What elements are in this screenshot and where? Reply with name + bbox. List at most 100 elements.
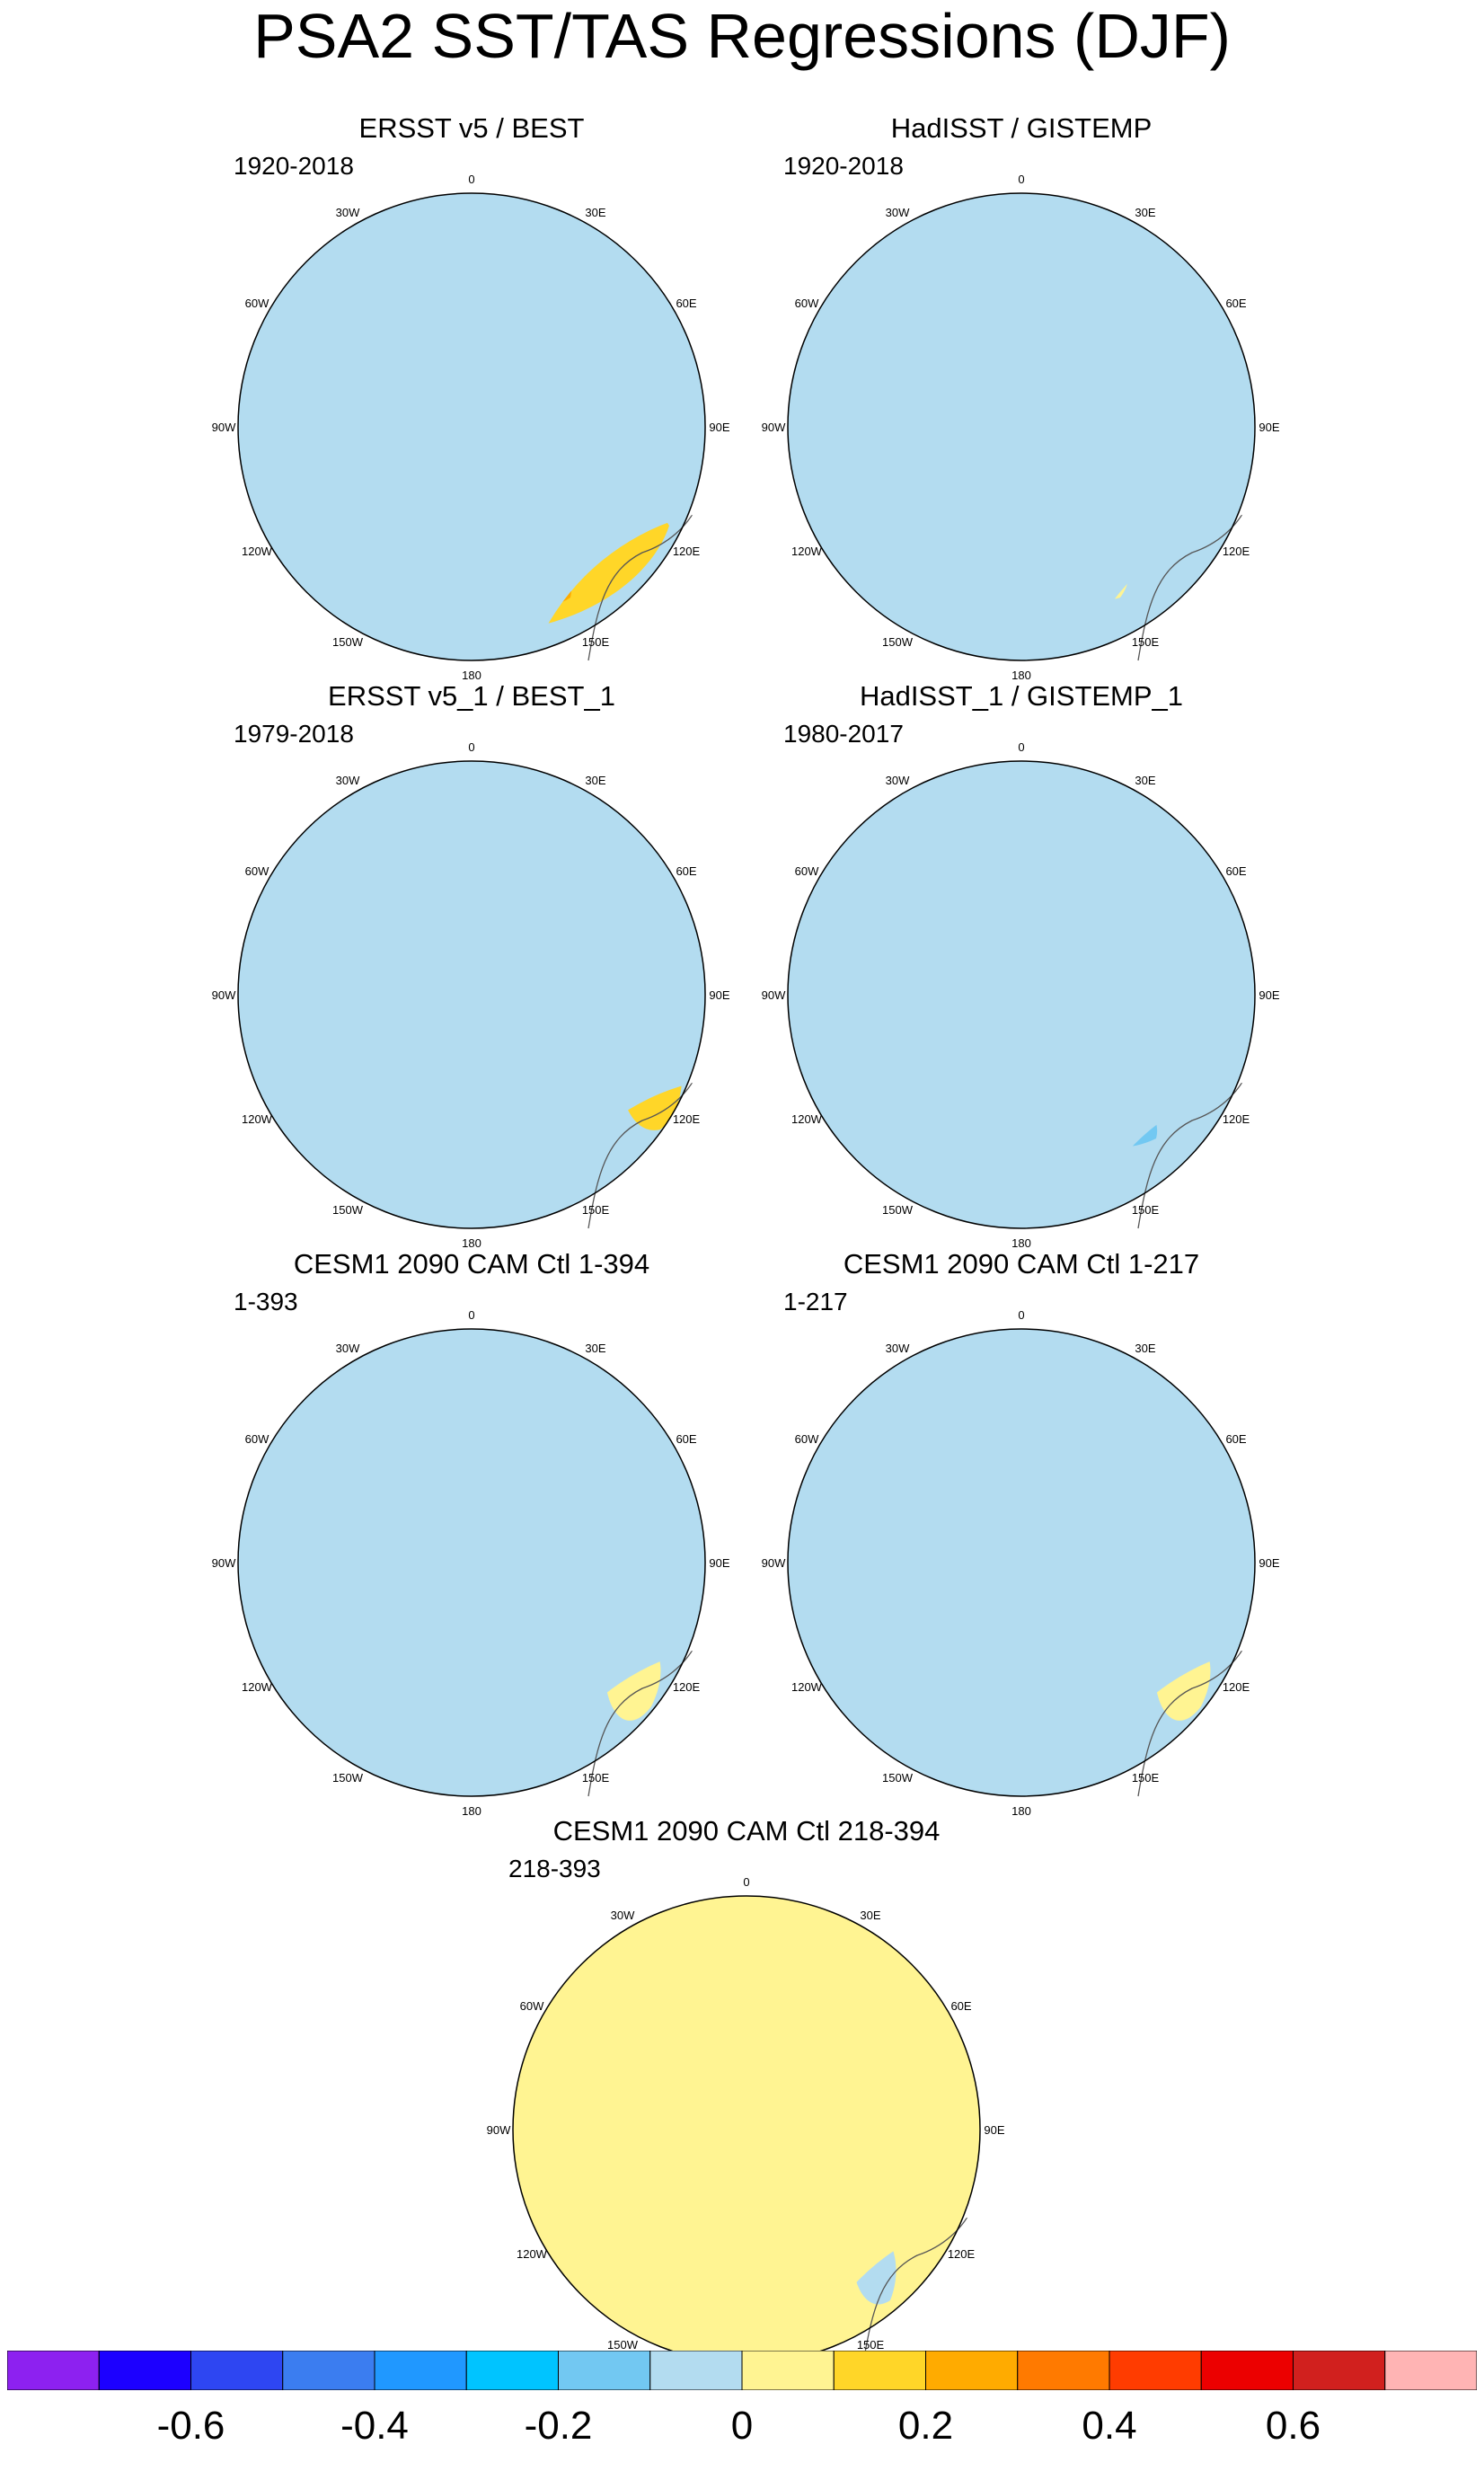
colorbar-tick-label: 0 [730,2404,754,2448]
map-boundary [237,192,706,661]
longitude-label: 120W [242,1112,273,1126]
longitude-label: 150W [882,635,914,649]
longitude-label: 90E [1259,988,1279,1002]
longitude-label: 150E [1132,635,1160,649]
colorbar-tick-label: 0.2 [897,2404,954,2448]
longitude-label: 150E [582,635,610,649]
panel-title: CESM1 2090 CAM Ctl 218-394 [552,1815,941,1847]
map-boundary [787,192,1256,661]
colorbar-swatch [6,2350,100,2391]
colorbar-swatch [1293,2350,1386,2391]
longitude-label: 0 [468,740,474,754]
longitude-label: 90W [762,1556,786,1570]
map-disk [238,1329,705,1796]
colorbar-tick-label: -0.6 [156,2404,225,2448]
longitude-label: 120E [948,2247,976,2261]
longitude-label: 60E [1225,297,1246,310]
longitude-label: 90W [762,421,786,434]
longitude-label: 120W [517,2247,548,2261]
colorbar-swatch [649,2350,743,2391]
map-panel: ERSST v5 / BEST 1920-2018 0 30E 60E 90E 120E 15… [193,112,750,687]
longitude-label: 0 [743,1875,749,1889]
longitude-label: 120W [242,545,273,558]
longitude-label: 180 [1011,1804,1031,1818]
panel-title: HadISST / GISTEMP [890,112,1153,144]
longitude-label: 60W [520,1999,544,2013]
longitude-label: 0 [1018,740,1024,754]
map-panel: CESM1 2090 CAM Ctl 218-394 218-393 0 30E 60E… [468,1815,1025,2390]
colorbar-labels: -0.6 -0.4 -0.2 0 0.2 0.4 0.6 [0,2401,1484,2455]
longitude-label: 120E [1223,545,1250,558]
longitude-label: 0 [1018,1308,1024,1322]
colorbar-swatch [925,2350,1019,2391]
longitude-label: 60W [245,864,269,878]
longitude-label: 60E [676,297,696,310]
longitude-label: 90E [709,988,729,1002]
longitude-label: 30E [585,1342,605,1355]
map-boundary [237,1328,706,1797]
longitude-label: 90W [762,988,786,1002]
longitude-label: 30W [336,206,360,219]
longitude-label: 150E [582,1203,610,1217]
colorbar-swatch [1200,2350,1294,2391]
longitude-label: 120E [1223,1112,1250,1126]
longitude-label: 90E [1259,421,1279,434]
figure-title: PSA2 SST/TAS Regressions (DJF) [253,1,1231,71]
longitude-label: 150W [332,635,364,649]
map-disk [238,761,705,1228]
longitude-label: 120W [791,1680,823,1694]
longitude-label: 150W [882,1203,914,1217]
map-boundary [787,1328,1256,1797]
longitude-label: 60E [1225,864,1246,878]
panel-period: 1920-2018 [783,152,904,180]
map-disk [238,193,705,660]
colorbar [6,2350,1478,2391]
longitude-label: 150E [857,2338,885,2352]
panel-title: HadISST_1 / GISTEMP_1 [859,680,1184,712]
longitude-label: 120E [673,1680,701,1694]
colorbar-swatch [465,2350,559,2391]
colorbar-swatch [374,2350,467,2391]
longitude-label: 90W [212,421,236,434]
longitude-label: 180 [462,1236,481,1250]
colorbar-tick-label: 0.4 [1082,2404,1137,2448]
map-panel: HadISST_1 / GISTEMP_1 1980-2017 0 30E 60E 90E… [743,680,1300,1255]
panel-period: 1979-2018 [234,720,354,748]
longitude-label: 30W [886,206,910,219]
longitude-label: 180 [1011,669,1031,682]
panel-title: CESM1 2090 CAM Ctl 1-217 [843,1248,1200,1280]
longitude-label: 150W [332,1203,364,1217]
longitude-label: 60E [676,864,696,878]
longitude-label: 150E [1132,1771,1160,1785]
map-boundary [237,760,706,1229]
longitude-label: 120W [791,1112,823,1126]
map-disk [513,1896,980,2363]
longitude-label: 30W [886,774,910,787]
colorbar-swatch [98,2350,191,2391]
longitude-label: 30E [1135,774,1155,787]
longitude-label: 30W [886,1342,910,1355]
longitude-label: 120W [242,1680,273,1694]
panel-title: ERSST v5 / BEST [358,112,585,144]
longitude-label: 30E [585,774,605,787]
longitude-label: 30W [336,774,360,787]
longitude-label: 150W [332,1771,364,1785]
longitude-label: 90E [1259,1556,1279,1570]
map-panel: HadISST / GISTEMP 1920-2018 0 30E 60E 90E 120E… [743,112,1300,687]
longitude-label: 120E [673,1112,701,1126]
panel-period: 1-393 [234,1288,298,1315]
map-panel: CESM1 2090 CAM Ctl 1-217 1-217 0 30E 60E 90E 1… [743,1248,1300,1823]
longitude-label: 90E [984,2123,1004,2137]
colorbar-swatch [1384,2350,1478,2391]
longitude-label: 30E [1135,1342,1155,1355]
longitude-label: 30W [611,1909,635,1922]
longitude-label: 60W [795,864,819,878]
panel-period: 1980-2017 [783,720,904,748]
map-disk [788,1329,1255,1796]
longitude-label: 180 [462,1804,481,1818]
